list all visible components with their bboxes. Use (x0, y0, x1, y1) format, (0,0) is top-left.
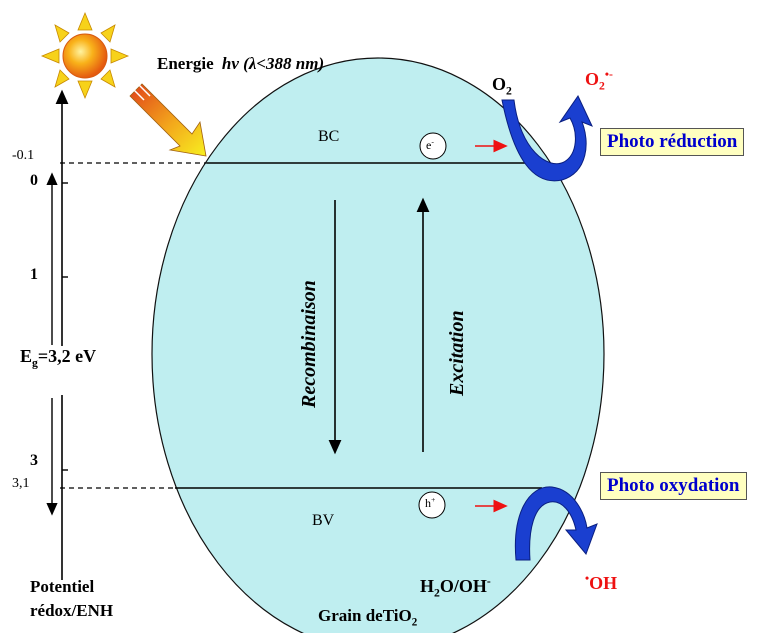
axis-caption-line1: Potentiel (30, 577, 95, 596)
tick-label-1: 1 (30, 266, 38, 283)
photo-oxidation-box: Photo oxydation (600, 472, 747, 500)
energy-label: Energie hν (λ<388 nm) (157, 54, 325, 73)
bandgap-label: Eg=3,2 eV (20, 346, 97, 370)
grain-caption: Grain deTiO2 (318, 606, 418, 629)
reduction-curved-arrow (501, 94, 593, 182)
vb-label: BV (312, 512, 335, 529)
water-reactant: H2O/OH- (420, 575, 491, 600)
sunlight-arrow (129, 83, 207, 157)
tick-label-minus01: -0.1 (12, 148, 35, 163)
tio2-grain (151, 57, 605, 633)
electron-label: e- (426, 137, 434, 152)
axis-caption-line2: rédox/ENH (30, 601, 114, 620)
tick-label-0: 0 (30, 172, 38, 189)
hydroxyl-product: •OH (585, 572, 618, 593)
sun-icon (40, 11, 130, 100)
oxidation-curved-arrow (514, 486, 598, 561)
cb-label: BC (318, 128, 340, 145)
hole-label: h+ (425, 495, 436, 510)
tick-label-31: 3,1 (12, 476, 30, 491)
excitation-label: Excitation (446, 310, 468, 396)
recombination-label: Recombinaison (298, 280, 320, 408)
o2-reactant: O2 (492, 74, 512, 98)
energy-wavelength: (λ<388 nm) (243, 54, 325, 73)
photo-reduction-box: Photo réduction (600, 128, 745, 156)
superoxide-product: O2•- (585, 68, 613, 93)
electron-circle (419, 132, 447, 160)
energy-hv: hν (221, 54, 239, 73)
tick-label-3: 3 (30, 452, 38, 469)
hole-circle (418, 491, 446, 519)
